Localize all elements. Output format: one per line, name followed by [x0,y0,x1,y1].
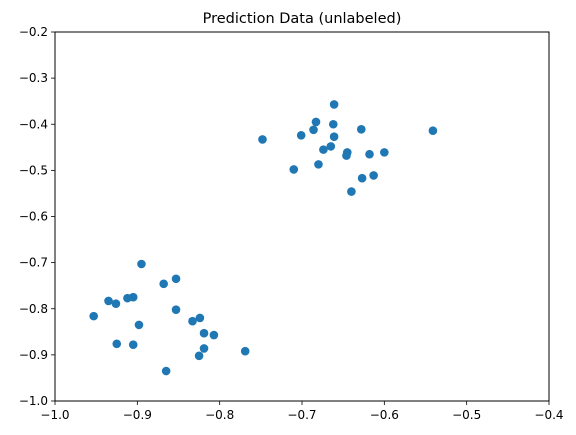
x-tick-label: −0.8 [205,408,234,422]
data-point [329,132,339,142]
y-tick-label: −0.2 [19,25,48,39]
data-point [111,299,121,308]
x-tick-label: −0.4 [534,408,563,422]
x-tick-label: −0.9 [123,408,152,422]
data-point [188,316,197,326]
y-tick-label: −0.3 [19,71,48,85]
y-tick-label: −0.7 [19,256,48,270]
data-point [428,126,438,136]
y-tick-label: −0.4 [19,117,48,131]
data-point [258,135,267,144]
data-point [380,148,389,157]
data-points [89,100,438,376]
y-tick-label: −0.5 [19,163,48,177]
axis-ticks: −1.0 −0.9 −0.8 −0.7 −0.6 −0.5 −0.4 −1.0 −0.9 −0.8… [19,25,564,422]
x-tick-label: −0.6 [370,408,399,422]
y-tick-label: −0.6 [19,210,48,224]
data-point [199,344,209,353]
data-point [347,187,356,196]
data-point [314,160,323,169]
data-point [171,305,181,314]
data-point [195,313,205,323]
data-point [134,320,144,330]
data-point [289,165,299,174]
x-tick-label: −0.7 [287,408,316,422]
data-point [161,366,171,376]
data-point [369,171,378,180]
data-point [194,351,204,361]
data-point [296,131,306,140]
y-tick-label: −0.9 [19,348,48,362]
data-point [319,145,328,154]
data-point [159,279,168,289]
data-point [123,293,132,303]
data-point [112,339,122,349]
data-point [357,173,367,183]
data-point [326,142,336,151]
y-tick-label: −0.8 [19,302,48,316]
data-point [342,151,351,160]
data-point [328,119,338,129]
x-tick-label: −0.5 [452,408,481,422]
data-point [309,125,318,135]
y-tick-label: −1.0 [19,394,48,408]
plot-frame [54,31,550,402]
data-point [365,149,374,159]
data-point [356,125,366,134]
data-point [199,328,209,338]
data-point [137,259,146,269]
data-point [329,100,339,109]
data-point [171,274,181,284]
x-tick-label: −1.0 [40,408,69,422]
data-point [104,296,113,306]
data-point [240,346,250,356]
data-point [311,117,321,127]
data-point [209,330,219,340]
data-point [89,311,98,321]
chart-title: Prediction Data (unlabeled) [203,11,402,27]
data-point [128,340,138,350]
